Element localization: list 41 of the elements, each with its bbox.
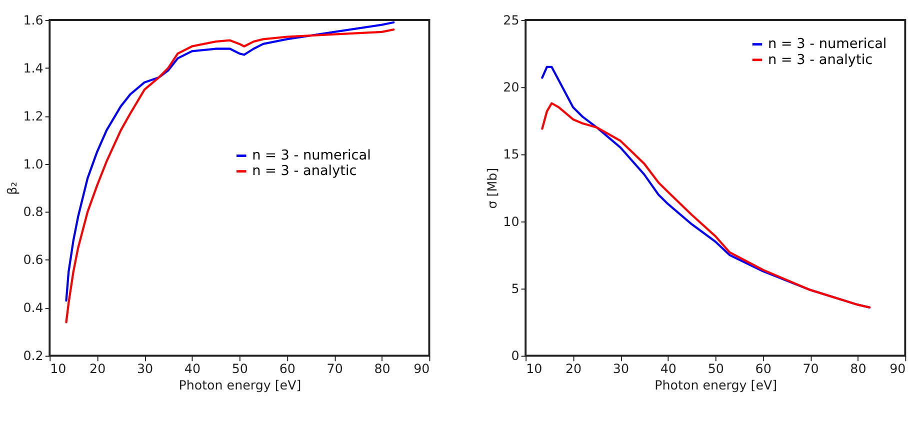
legend-label: n = 3 - analytic bbox=[252, 163, 357, 180]
x-tick-label: 90 bbox=[890, 360, 906, 376]
y-tick-label: 1.6 bbox=[23, 12, 44, 28]
x-tick-label: 70 bbox=[326, 360, 343, 376]
y-tick-label: 1.2 bbox=[23, 108, 44, 124]
y-tick-label: 1.4 bbox=[23, 60, 44, 76]
y-tick-label: 0.2 bbox=[23, 348, 44, 364]
y-tick-label: 20 bbox=[503, 80, 520, 95]
x-tick-label: 40 bbox=[660, 360, 676, 376]
legend-label: n = 3 - analytic bbox=[768, 52, 873, 68]
y-tick-label: 0.8 bbox=[23, 204, 44, 220]
legend-label: n = 3 - numerical bbox=[768, 36, 887, 52]
y-tick-label: 0.6 bbox=[23, 252, 44, 268]
x-axis-title: Photon energy [eV] bbox=[178, 377, 302, 392]
x-tick-label: 50 bbox=[232, 360, 248, 376]
y-tick-label: 5 bbox=[511, 280, 520, 296]
x-tick-label: 80 bbox=[374, 360, 390, 376]
x-tick-label: 90 bbox=[414, 360, 430, 376]
y-tick-label: 25 bbox=[503, 12, 520, 28]
y-tick-label: 15 bbox=[503, 146, 520, 162]
y-tick-label: 1.0 bbox=[23, 156, 44, 172]
x-tick-label: 60 bbox=[279, 360, 296, 376]
y-tick-label: 10 bbox=[503, 214, 520, 229]
y-axis-title: σ [Mb] bbox=[484, 168, 500, 209]
x-tick-label: 30 bbox=[136, 360, 154, 376]
y-axis-title: β₂ bbox=[4, 182, 20, 195]
x-tick-label: 50 bbox=[708, 360, 724, 376]
x-axis-title: Photon energy [eV] bbox=[654, 377, 778, 392]
line-series bbox=[541, 102, 871, 308]
x-tick-label: 10 bbox=[526, 360, 542, 376]
y-tick-label: 0 bbox=[511, 348, 520, 364]
x-tick-label: 80 bbox=[850, 360, 866, 376]
x-tick-label: 20 bbox=[90, 360, 106, 376]
x-tick-label: 30 bbox=[612, 360, 630, 376]
x-tick-label: 70 bbox=[802, 360, 819, 376]
legend-label: n = 3 - numerical bbox=[252, 148, 371, 164]
x-tick-label: 60 bbox=[755, 360, 772, 376]
x-tick-label: 40 bbox=[184, 360, 201, 376]
x-tick-label: 10 bbox=[50, 360, 66, 376]
y-tick-label: 0.4 bbox=[23, 300, 44, 316]
x-tick-label: 20 bbox=[565, 360, 582, 376]
